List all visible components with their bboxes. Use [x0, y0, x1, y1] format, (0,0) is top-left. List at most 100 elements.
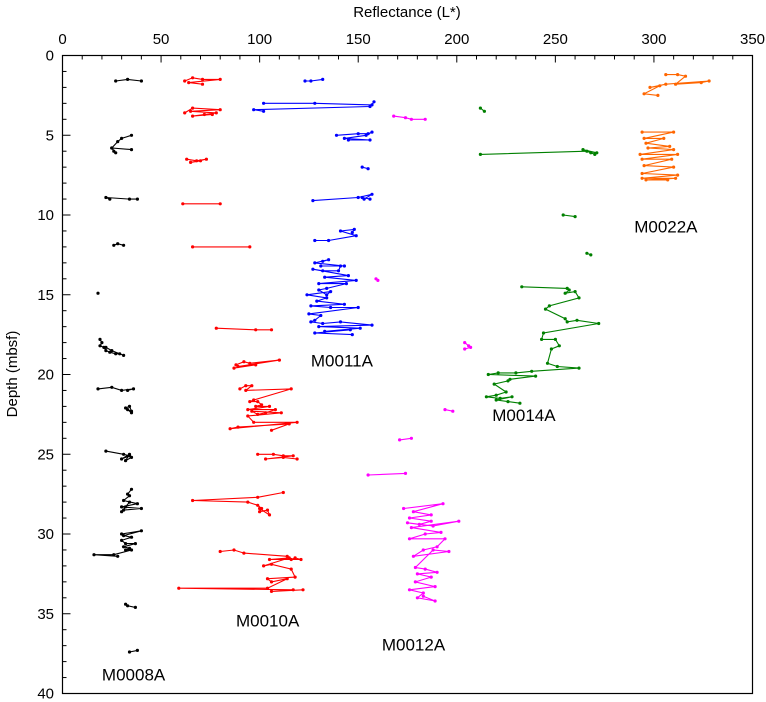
- data-point: [577, 296, 581, 300]
- data-point: [271, 452, 275, 456]
- data-point: [415, 596, 419, 600]
- x-axis-title: Reflectance (L*): [353, 4, 461, 21]
- series-M0008A: M0008A: [92, 77, 166, 685]
- data-point: [541, 331, 546, 335]
- data-point: [122, 243, 126, 247]
- data-point: [321, 321, 325, 326]
- data-point: [118, 352, 122, 356]
- data-point: [267, 557, 272, 562]
- data-point: [358, 326, 362, 330]
- data-point: [232, 366, 236, 370]
- data-point: [478, 152, 482, 156]
- data-point: [435, 570, 439, 574]
- series-M0014A: M0014A: [478, 106, 601, 425]
- data-point: [323, 275, 327, 279]
- series-line: [306, 259, 373, 336]
- data-point: [325, 286, 329, 290]
- data-point: [429, 519, 433, 523]
- data-point: [124, 542, 128, 546]
- data-point: [281, 455, 285, 459]
- data-point: [285, 577, 289, 581]
- data-point: [177, 586, 181, 590]
- data-point: [421, 591, 425, 595]
- data-point: [195, 159, 199, 163]
- data-point: [287, 556, 291, 560]
- data-point: [313, 261, 317, 265]
- data-point: [334, 133, 339, 137]
- data-point: [254, 404, 258, 408]
- data-point: [289, 567, 293, 571]
- data-point: [510, 395, 514, 399]
- data-point: [122, 545, 126, 549]
- data-point: [295, 457, 299, 461]
- data-point: [492, 382, 496, 386]
- data-point: [319, 313, 323, 318]
- data-point: [269, 580, 274, 584]
- series-label: M0010A: [236, 612, 300, 631]
- data-point: [323, 329, 327, 333]
- data-point: [585, 149, 589, 153]
- data-point: [638, 152, 642, 156]
- data-point: [256, 400, 260, 404]
- data-point: [252, 398, 256, 402]
- data-point: [264, 411, 268, 415]
- data-point: [423, 117, 427, 121]
- series-line: [403, 503, 459, 602]
- data-point: [429, 513, 433, 517]
- data-point: [248, 245, 252, 249]
- data-point: [441, 502, 445, 506]
- data-point: [264, 457, 268, 461]
- data-point: [589, 253, 593, 257]
- data-point: [124, 548, 128, 552]
- data-point: [311, 267, 315, 271]
- x-tick-label: 100: [247, 31, 272, 48]
- data-point: [135, 197, 139, 201]
- data-point: [672, 130, 676, 134]
- series-line: [563, 214, 576, 218]
- series-line: [257, 453, 298, 460]
- data-point: [98, 337, 102, 341]
- data-point: [321, 77, 325, 81]
- data-point: [202, 112, 206, 117]
- data-point: [593, 152, 597, 156]
- data-point: [135, 648, 139, 653]
- data-point: [307, 312, 311, 316]
- data-point: [672, 165, 676, 169]
- data-point: [248, 361, 252, 365]
- data-point: [114, 79, 118, 83]
- data-point: [589, 151, 593, 155]
- data-point: [672, 148, 676, 152]
- data-point: [200, 82, 205, 86]
- data-point: [433, 585, 437, 589]
- data-point: [346, 274, 350, 278]
- y-tick-label: 40: [37, 686, 54, 702]
- data-point: [646, 146, 650, 150]
- data-point: [640, 171, 644, 176]
- data-point: [289, 387, 293, 391]
- data-point: [124, 505, 128, 509]
- data-point: [585, 251, 589, 255]
- data-point: [139, 506, 143, 511]
- data-point: [447, 549, 451, 554]
- data-point: [429, 575, 433, 579]
- series-line: [229, 385, 298, 431]
- data-point: [644, 178, 648, 182]
- data-point: [356, 132, 360, 136]
- y-tick-label: 30: [37, 526, 54, 543]
- data-point: [575, 318, 579, 322]
- data-point: [329, 290, 333, 294]
- data-point: [260, 403, 264, 407]
- data-point: [185, 157, 189, 161]
- data-point: [309, 304, 313, 308]
- data-point: [236, 364, 240, 369]
- series-line: [399, 437, 412, 441]
- data-point: [364, 133, 368, 137]
- data-point: [658, 84, 662, 88]
- data-point: [133, 542, 137, 546]
- data-point: [191, 76, 195, 80]
- y-axis-title: Depth (mbsf): [4, 331, 21, 418]
- y-tick-label: 5: [46, 127, 54, 144]
- x-tick-label: 300: [641, 31, 666, 48]
- data-point: [258, 510, 262, 514]
- data-point: [563, 291, 567, 295]
